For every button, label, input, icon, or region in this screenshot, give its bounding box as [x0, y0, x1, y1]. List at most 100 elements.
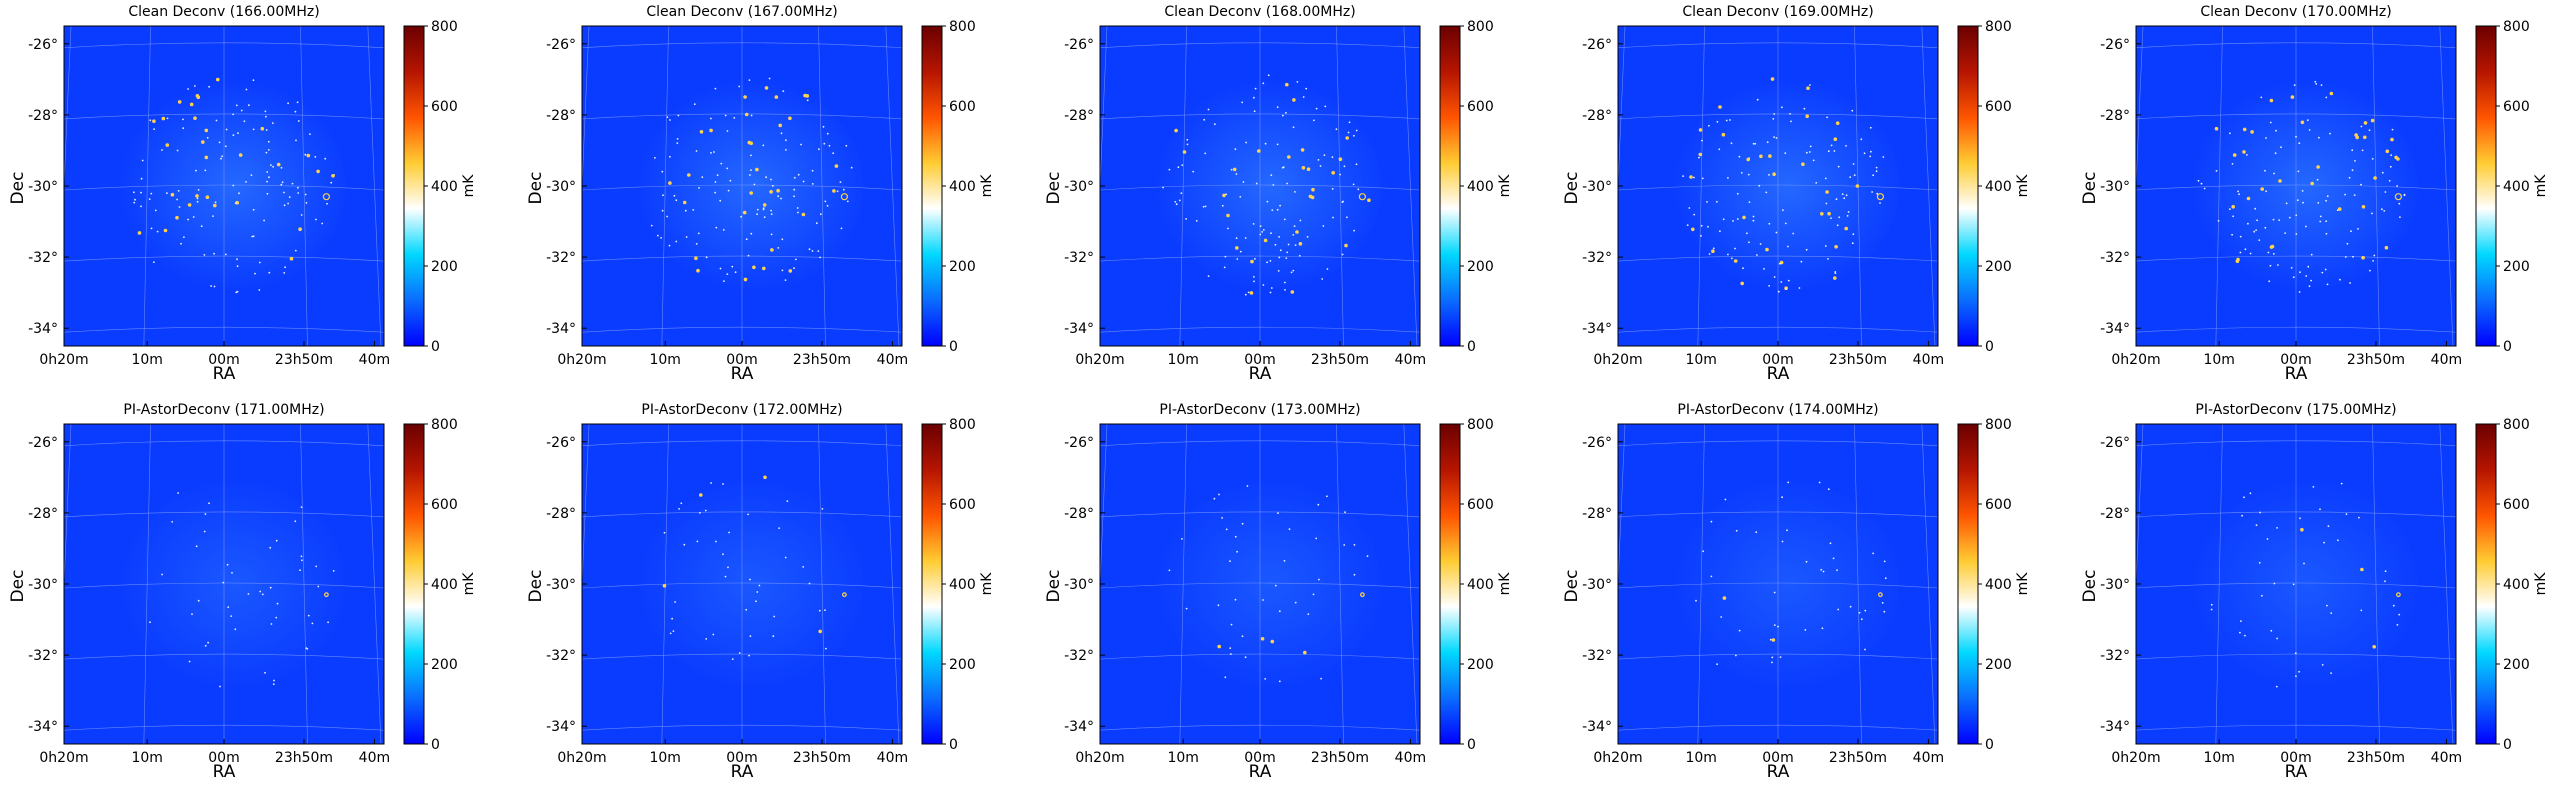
point-source — [1177, 166, 1180, 169]
point-source — [2229, 208, 2231, 211]
point-source — [2363, 135, 2367, 140]
point-source — [770, 248, 774, 252]
point-source — [1292, 234, 1295, 236]
point-source — [226, 563, 229, 566]
point-source — [693, 103, 696, 106]
point-source — [2325, 220, 2328, 223]
point-source — [1747, 173, 1750, 176]
x-tick-label: 23h50m — [793, 352, 851, 368]
y-tick-label: -28° — [1582, 108, 1612, 124]
point-source — [2232, 215, 2234, 218]
point-source — [1720, 616, 1723, 618]
point-source — [2310, 181, 2314, 186]
point-source — [705, 638, 708, 640]
point-source — [2329, 132, 2331, 135]
point-source — [2244, 248, 2247, 251]
point-source — [1860, 618, 1863, 621]
point-source — [1301, 166, 1306, 170]
y-tick-label: -26° — [546, 37, 576, 53]
point-source — [726, 130, 729, 132]
x-tick-label: 00m — [1244, 352, 1275, 368]
point-source — [161, 573, 164, 576]
point-source — [191, 613, 193, 615]
x-tick-label: 40m — [1395, 352, 1426, 368]
point-source — [1771, 656, 1774, 659]
x-tick-label: 00m — [726, 750, 757, 766]
point-source — [1306, 167, 1311, 171]
point-source — [1738, 155, 1741, 158]
point-source — [2258, 239, 2261, 242]
y-tick-label: -30° — [1064, 179, 1094, 195]
point-source — [176, 149, 179, 152]
colorbar-tick-label: 800 — [949, 417, 976, 433]
point-source — [675, 199, 678, 202]
point-source — [2210, 608, 2213, 611]
y-tick-label: -32° — [1582, 250, 1612, 266]
point-source — [284, 266, 286, 269]
point-source — [1262, 599, 1264, 601]
point-source — [2323, 541, 2325, 544]
point-source — [1875, 166, 1878, 169]
point-source — [1269, 260, 1272, 262]
point-source — [2236, 257, 2240, 262]
point-source — [1294, 601, 1297, 604]
point-source — [2340, 482, 2343, 485]
y-tick-label: -34° — [28, 321, 58, 337]
y-tick-label: -34° — [1064, 719, 1094, 735]
point-source — [1260, 637, 1265, 641]
point-source — [1777, 290, 1780, 293]
point-source — [1695, 599, 1697, 602]
point-source — [276, 162, 281, 167]
point-source — [1689, 175, 1693, 179]
point-source — [2295, 233, 2298, 235]
point-source — [684, 209, 687, 212]
point-source — [675, 240, 678, 243]
point-source — [237, 132, 239, 135]
point-source — [747, 513, 749, 516]
heatmap-panel: PI-AstorDeconv (173.00MHz) -26° -28° -30° -3… — [1036, 398, 1546, 793]
colorbar-tick-label: 800 — [2503, 19, 2530, 35]
y-tick-label: -32° — [546, 648, 576, 664]
x-axis-label: RA — [212, 364, 236, 384]
point-source — [1740, 172, 1743, 174]
point-source — [2249, 492, 2252, 495]
point-source — [795, 258, 797, 261]
point-source — [672, 630, 675, 632]
point-source — [1765, 247, 1769, 252]
colorbar-tick-label: 400 — [1467, 179, 1494, 195]
colorbar-tick-label: 800 — [949, 19, 976, 35]
x-tick-label: 00m — [208, 750, 239, 766]
point-source — [1229, 560, 1231, 563]
point-source — [2315, 83, 2318, 85]
colorbar-tick-label: 400 — [2503, 577, 2530, 593]
point-source — [747, 254, 750, 257]
y-tick-label: -26° — [1582, 435, 1612, 451]
panel-title: Clean Deconv (168.00MHz) — [1164, 4, 1356, 20]
point-source — [200, 225, 203, 228]
point-source — [297, 120, 300, 122]
point-source — [669, 119, 671, 121]
panel-title: PI-AstorDeconv (174.00MHz) — [1677, 402, 1879, 418]
point-source — [204, 169, 207, 172]
point-source — [2255, 524, 2258, 527]
point-source — [750, 114, 753, 117]
colorbar-tick-label: 600 — [1985, 497, 2012, 513]
point-source — [1262, 229, 1265, 231]
point-source — [710, 482, 712, 484]
point-source — [2265, 137, 2267, 139]
point-source — [270, 164, 272, 167]
point-source — [1241, 522, 1244, 525]
point-source — [752, 265, 756, 270]
point-source — [1282, 166, 1285, 169]
point-source — [1295, 230, 1299, 234]
point-source — [2371, 158, 2374, 160]
y-tick-label: -30° — [2100, 577, 2130, 593]
point-source — [1748, 201, 1751, 204]
point-source — [294, 249, 297, 252]
point-source — [2394, 155, 2398, 160]
point-source — [1244, 237, 1247, 239]
point-source — [1306, 236, 1309, 238]
colorbar-tick-label: 800 — [1985, 19, 2012, 35]
point-source — [261, 593, 264, 596]
colorbar-unit-label: mK — [979, 174, 995, 198]
